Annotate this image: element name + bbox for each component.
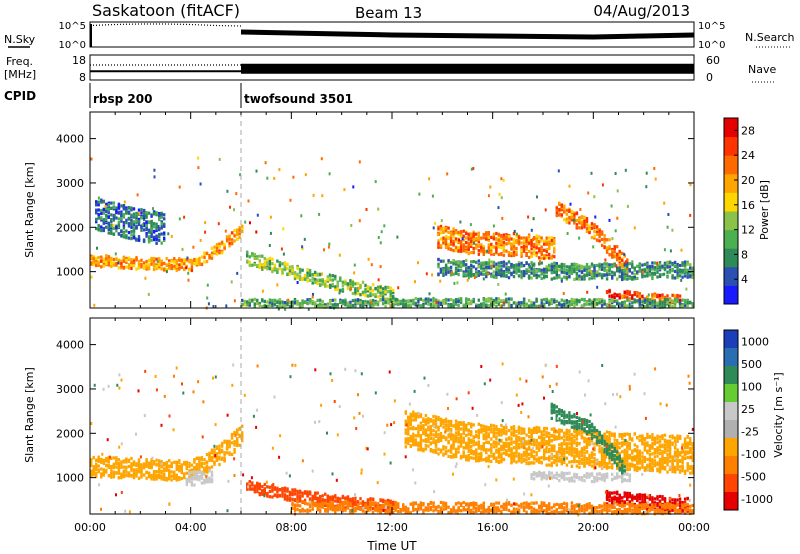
power-colorbar-label: Power [dB]	[758, 180, 771, 240]
velocity-colorbar-segment	[724, 492, 738, 511]
xtick-label: 20:00	[577, 521, 609, 534]
heat-feature-2	[555, 201, 629, 276]
velocity-colorbar-label: Velocity [m s⁻¹]	[772, 372, 785, 457]
velocity-panel-frame	[89, 317, 695, 515]
power-colorbar-tick: 28	[741, 124, 755, 137]
power-colorbar-segment	[724, 155, 738, 175]
nsky-left-label: N.Sky	[4, 33, 36, 46]
cpid-segment-1: twofsound 3501	[244, 92, 353, 106]
power-colorbar-segment	[724, 266, 738, 286]
freq-right-tick-bottom: 0	[706, 71, 713, 84]
freq-left-label-2: [MHz]	[4, 68, 36, 81]
velocity-colorbar-tick: -100	[741, 448, 766, 461]
power-colorbar-segment	[724, 229, 738, 249]
power-colorbar-segment	[724, 192, 738, 212]
nsky-left-tick-bottom: 10^0	[59, 40, 86, 51]
power-colorbar-tick: 16	[741, 199, 755, 212]
ytick-label: 3000	[56, 177, 84, 190]
power-colorbar-tick: 8	[741, 248, 748, 261]
ytick-label: 3000	[56, 383, 84, 396]
xtick-label: 16:00	[477, 521, 509, 534]
nsky-panel: N.Sky 10^5 10^0 10^5 10^0 N.Search	[4, 21, 795, 51]
power-panel: Slant Range [km] 1000 2000 3000 4000 4 8 12 16…	[23, 111, 771, 311]
nsky-series-0	[89, 23, 242, 27]
power-ylabel: Slant Range [km]	[23, 162, 36, 258]
header-date: 04/Aug/2013	[593, 2, 690, 20]
velocity-ylabel: Slant Range [km]	[23, 367, 36, 463]
heat-feature-1	[437, 224, 556, 260]
velocity-colorbar-segment	[724, 366, 738, 385]
heat-feature-7	[530, 470, 631, 484]
cpid-segment-0: rbsp 200	[93, 92, 152, 106]
xtick-label: 08:00	[275, 521, 307, 534]
power-colorbar-tick: 20	[741, 174, 755, 187]
velocity-colorbar-tick: 100	[741, 380, 762, 393]
velocity-colorbar-segment	[724, 330, 738, 349]
velocity-panel: Slant Range [km] 1000 2000 3000 4000 00:00 0…	[23, 317, 785, 553]
heat-feature-0	[90, 424, 244, 482]
xtick-label: 12:00	[376, 521, 408, 534]
freq-left-tick-top: 18	[72, 54, 86, 67]
velocity-colorbar-tick: -25	[741, 425, 759, 438]
heat-noise	[90, 362, 694, 517]
nave-right-label: Nave	[748, 63, 776, 76]
power-colorbar-segment	[724, 118, 738, 138]
cpid-panel: CPID rbsp 200 twofsound 3501	[4, 83, 353, 108]
nsky-right-label: N.Search	[745, 31, 795, 44]
velocity-colorbar-segment	[724, 420, 738, 439]
velocity-colorbar-segment	[724, 402, 738, 421]
nsky-right-tick-top: 10^5	[698, 21, 725, 32]
velocity-colorbar-segment	[724, 384, 738, 403]
xtick-label: 04:00	[175, 521, 207, 534]
freq-panel: Freq. [MHz] 18 8 60 0 Nave	[4, 54, 776, 84]
velocity-colorbar-tick: 25	[741, 403, 755, 416]
velocity-colorbar-tick: 500	[741, 358, 762, 371]
velocity-colorbar-tick: -1000	[741, 493, 773, 506]
power-panel-frame	[89, 111, 695, 309]
velocity-colorbar-segment	[724, 474, 738, 493]
ytick-label: 1000	[56, 266, 84, 279]
heat-feature-5	[291, 500, 694, 516]
velocity-colorbar-tick: 1000	[741, 335, 769, 348]
ytick-label: 4000	[56, 133, 84, 146]
freq-left-tick-bottom: 8	[79, 71, 86, 84]
power-colorbar-segment	[724, 173, 738, 193]
heat-feature-4	[246, 250, 395, 302]
heat-feature-6	[437, 257, 694, 282]
header-beam: Beam 13	[355, 4, 422, 22]
velocity-colorbar-tick: -500	[741, 470, 766, 483]
header-site: Saskatoon (fitACF)	[92, 1, 240, 20]
nsky-series-1	[240, 29, 695, 40]
power-colorbar-segment	[724, 211, 738, 231]
freq-right-tick-top: 60	[706, 54, 720, 67]
heat-noise	[90, 156, 692, 311]
x-axis-label: Time UT	[366, 539, 417, 553]
freq-left-label-1: Freq.	[6, 55, 33, 68]
xtick-label: 00:00	[678, 521, 710, 534]
freq-band-2	[241, 63, 694, 74]
power-colorbar-tick: 24	[741, 149, 755, 162]
ytick-label: 4000	[56, 339, 84, 352]
xtick-label: 00:00	[74, 521, 106, 534]
power-colorbar-segment	[724, 136, 738, 156]
power-colorbar-segment	[724, 248, 738, 268]
cpid-label: CPID	[4, 89, 36, 103]
velocity-colorbar-segment	[724, 348, 738, 367]
nsky-right-tick-bottom: 10^0	[698, 40, 725, 51]
heat-feature-2	[550, 402, 626, 475]
ytick-label: 2000	[56, 427, 84, 440]
nsky-left-tick-top: 10^5	[59, 21, 86, 32]
power-colorbar-segment	[724, 285, 738, 305]
ytick-label: 1000	[56, 472, 84, 485]
power-colorbar-tick: 12	[741, 224, 755, 237]
velocity-colorbar-segment	[724, 456, 738, 475]
velocity-colorbar-segment	[724, 438, 738, 457]
ytick-label: 2000	[56, 221, 84, 234]
heat-feature-7	[95, 198, 166, 245]
heat-feature-6	[185, 469, 214, 487]
power-colorbar-tick: 4	[741, 273, 748, 286]
heat-feature-1	[404, 410, 694, 475]
heat-feature-0	[90, 224, 244, 273]
